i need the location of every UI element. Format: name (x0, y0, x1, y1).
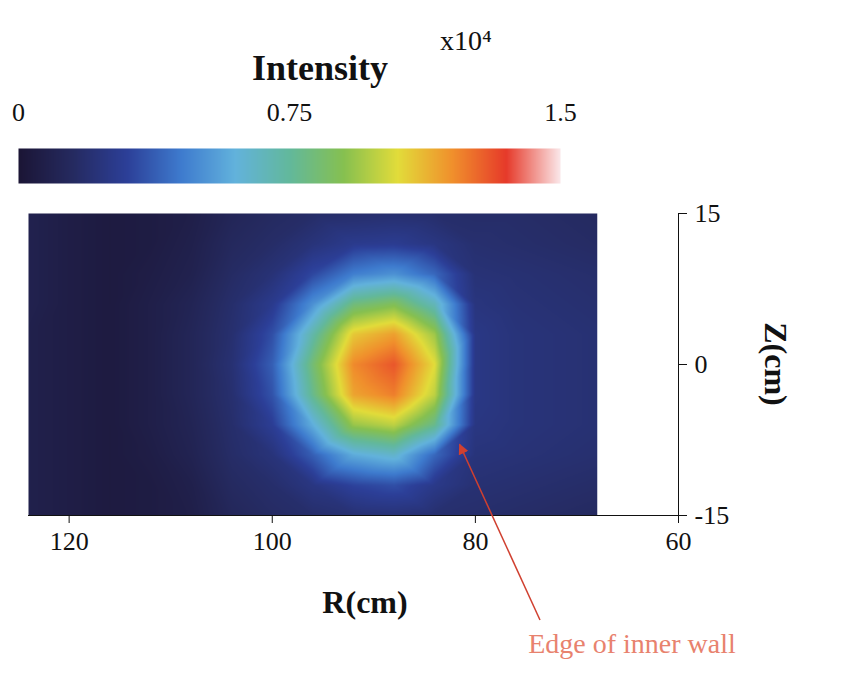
svg-text:0: 0 (695, 350, 708, 379)
svg-text:0: 0 (12, 98, 25, 127)
svg-text:R(cm): R(cm) (322, 584, 407, 620)
svg-text:15: 15 (695, 199, 721, 228)
svg-text:80: 80 (462, 527, 488, 556)
svg-text:Intensity: Intensity (252, 48, 388, 88)
svg-text:-15: -15 (695, 501, 730, 530)
svg-text:0.75: 0.75 (267, 98, 313, 127)
svg-text:120: 120 (50, 527, 89, 556)
svg-text:1.5: 1.5 (544, 98, 577, 127)
svg-text:Z(cm): Z(cm) (758, 322, 794, 406)
svg-text:x10⁴: x10⁴ (440, 25, 492, 56)
svg-text:Edge of inner wall: Edge of inner wall (528, 628, 736, 659)
svg-text:60: 60 (666, 527, 692, 556)
svg-text:100: 100 (253, 527, 292, 556)
